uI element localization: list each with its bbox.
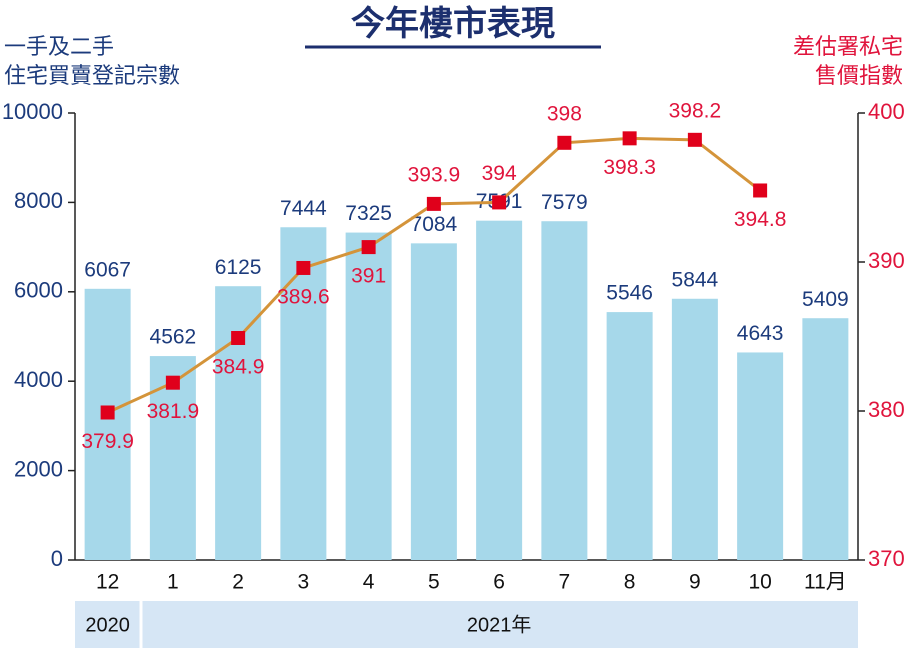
line-value-label: 391 bbox=[351, 265, 386, 288]
bar-value-label: 6067 bbox=[84, 258, 131, 281]
line-marker bbox=[426, 196, 441, 211]
line-value-label: 381.9 bbox=[147, 400, 200, 423]
bar bbox=[476, 220, 523, 560]
line-marker bbox=[753, 183, 768, 198]
x-tick-label: 8 bbox=[624, 571, 636, 594]
bar-value-label: 4562 bbox=[150, 326, 197, 349]
bar-value-label: 6125 bbox=[215, 256, 262, 279]
bar-value-label: 5546 bbox=[606, 282, 653, 305]
line-value-label: 393.9 bbox=[408, 163, 461, 186]
x-tick-label: 9 bbox=[689, 571, 701, 594]
line-marker bbox=[296, 260, 311, 275]
year-label: 2021年 bbox=[467, 613, 532, 636]
line-marker bbox=[165, 375, 180, 390]
year-band bbox=[75, 601, 858, 648]
bar-value-label: 7579 bbox=[541, 191, 588, 214]
chart-title: 今年樓市表現 bbox=[351, 4, 555, 43]
y-tick-label: 2000 bbox=[14, 456, 63, 481]
bar bbox=[541, 221, 588, 561]
bar-value-label: 7084 bbox=[411, 213, 458, 236]
line-value-label: 394.8 bbox=[734, 208, 787, 231]
line-marker bbox=[687, 132, 702, 147]
y-tick-label: 10000 bbox=[2, 99, 63, 124]
y2-axis-title: 售價指數 bbox=[815, 63, 903, 88]
line-value-label: 398 bbox=[547, 102, 582, 125]
bar bbox=[606, 312, 653, 560]
y-tick-label: 0 bbox=[51, 546, 63, 571]
y-axis-title: 一手及二手 bbox=[4, 34, 114, 59]
bar bbox=[84, 288, 131, 560]
x-tick-label: 12 bbox=[96, 571, 119, 594]
line-marker bbox=[361, 240, 376, 255]
line-value-label: 379.9 bbox=[81, 430, 134, 453]
bar-value-label: 7444 bbox=[280, 197, 327, 220]
y-tick-label: 8000 bbox=[14, 188, 63, 213]
line-marker bbox=[492, 195, 507, 210]
x-tick-label: 10 bbox=[748, 571, 771, 594]
line-marker bbox=[622, 131, 637, 146]
x-tick-label: 3 bbox=[298, 571, 310, 594]
y2-tick-label: 380 bbox=[868, 397, 905, 422]
bar bbox=[671, 298, 718, 560]
line-value-label: 394 bbox=[482, 162, 517, 185]
line-value-label: 384.9 bbox=[212, 356, 265, 379]
line-value-label: 398.3 bbox=[603, 156, 656, 179]
bar bbox=[737, 352, 784, 560]
line-value-label: 389.6 bbox=[277, 286, 330, 309]
year-label: 2020 bbox=[85, 614, 130, 636]
y-tick-label: 6000 bbox=[14, 278, 63, 303]
y-tick-label: 4000 bbox=[14, 367, 63, 392]
bar bbox=[215, 286, 262, 560]
line-value-label: 398.2 bbox=[669, 99, 722, 122]
x-tick-label: 11月 bbox=[804, 571, 847, 594]
line-marker bbox=[557, 135, 572, 150]
y2-tick-label: 390 bbox=[868, 248, 905, 273]
x-tick-label: 6 bbox=[493, 571, 505, 594]
line-marker bbox=[100, 405, 115, 420]
x-tick-label: 2 bbox=[232, 571, 244, 594]
y2-tick-label: 370 bbox=[868, 546, 905, 571]
y2-tick-label: 400 bbox=[868, 99, 905, 124]
bar bbox=[410, 243, 457, 560]
x-tick-label: 5 bbox=[428, 571, 440, 594]
y-axis-title: 住宅買賣登記宗數 bbox=[4, 63, 180, 88]
bar bbox=[280, 227, 327, 560]
y2-axis-title: 差估署私宅 bbox=[793, 34, 903, 59]
bar bbox=[345, 232, 392, 560]
x-tick-label: 7 bbox=[559, 571, 571, 594]
bar-value-label: 4643 bbox=[737, 322, 784, 345]
x-tick-label: 4 bbox=[363, 571, 375, 594]
bar-value-label: 7325 bbox=[345, 202, 392, 225]
bar-value-label: 5409 bbox=[802, 288, 849, 311]
x-tick-label: 1 bbox=[167, 571, 179, 594]
bar bbox=[802, 318, 849, 560]
bar-value-label: 5844 bbox=[672, 268, 719, 291]
line-marker bbox=[231, 330, 246, 345]
